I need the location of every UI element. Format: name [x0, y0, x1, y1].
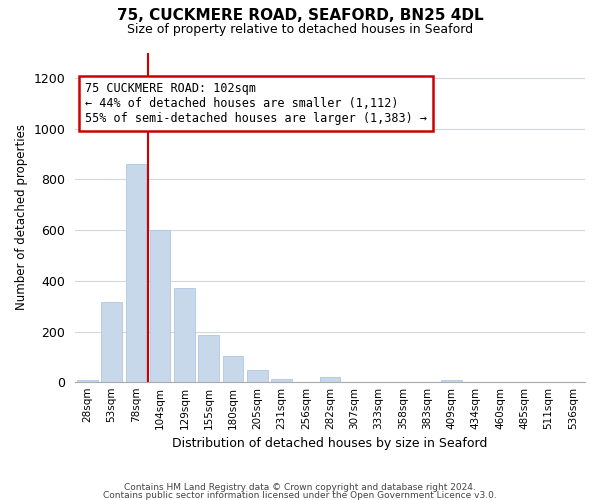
Text: 75, CUCKMERE ROAD, SEAFORD, BN25 4DL: 75, CUCKMERE ROAD, SEAFORD, BN25 4DL [116, 8, 484, 22]
Bar [271, 378, 292, 382]
Bar [247, 370, 268, 382]
Bar [199, 336, 219, 382]
Bar [77, 380, 98, 382]
Bar [320, 378, 340, 382]
Y-axis label: Number of detached properties: Number of detached properties [15, 124, 28, 310]
Bar [150, 230, 170, 382]
Text: Size of property relative to detached houses in Seaford: Size of property relative to detached ho… [127, 22, 473, 36]
Bar [174, 288, 195, 382]
Text: Contains HM Land Registry data © Crown copyright and database right 2024.: Contains HM Land Registry data © Crown c… [124, 484, 476, 492]
X-axis label: Distribution of detached houses by size in Seaford: Distribution of detached houses by size … [172, 437, 488, 450]
Text: Contains public sector information licensed under the Open Government Licence v3: Contains public sector information licen… [103, 491, 497, 500]
Text: 75 CUCKMERE ROAD: 102sqm
← 44% of detached houses are smaller (1,112)
55% of sem: 75 CUCKMERE ROAD: 102sqm ← 44% of detach… [85, 82, 427, 125]
Bar [223, 356, 243, 382]
Bar [441, 380, 462, 382]
Bar [101, 302, 122, 382]
Bar [125, 164, 146, 382]
